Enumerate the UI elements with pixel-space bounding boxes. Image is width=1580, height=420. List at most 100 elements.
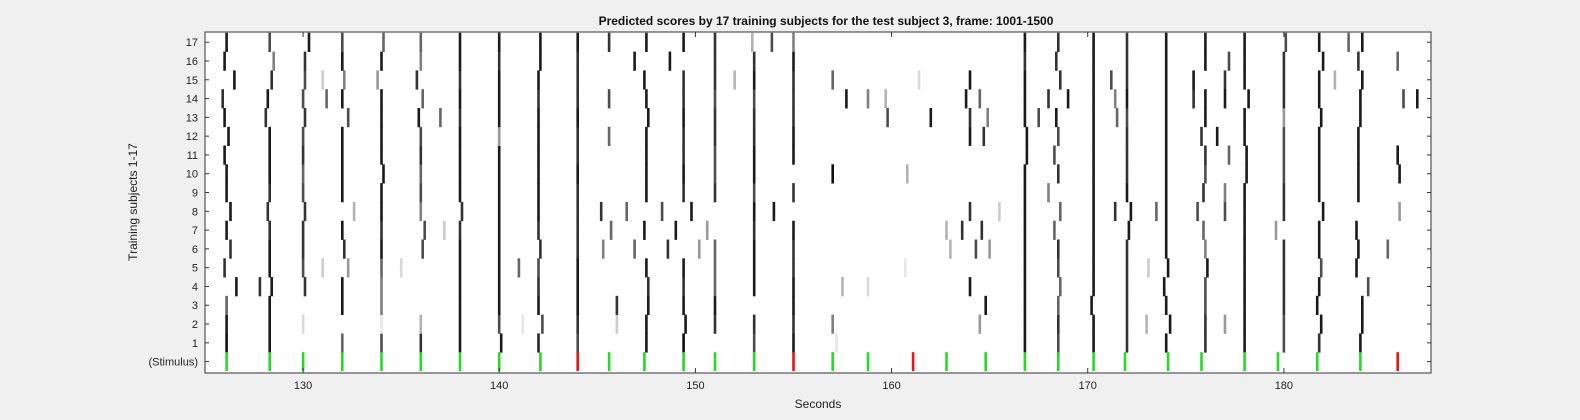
score-mark-s7-29 [1355, 220, 1358, 240]
score-mark-s2-0 [225, 314, 228, 334]
score-mark-s15-23 [1110, 70, 1113, 90]
score-mark-s15-24 [1125, 70, 1129, 90]
score-mark-s7-25 [1202, 220, 1205, 240]
stimulus-correct-mark-22 [1166, 352, 1170, 371]
score-mark-s5-13 [682, 258, 685, 278]
score-mark-s4-18 [1023, 277, 1027, 297]
score-mark-s13-7 [458, 108, 462, 128]
score-mark-s1-22 [1317, 333, 1321, 353]
x-axis: 130 140 150 160 170 180 [294, 32, 1293, 392]
score-mark-s3-23 [1361, 295, 1364, 315]
score-mark-s16-2 [303, 51, 307, 71]
score-mark-s17-2 [307, 32, 311, 52]
score-mark-s4-11 [682, 277, 685, 297]
score-mark-s7-13 [674, 220, 678, 240]
score-mark-s1-19 [1204, 333, 1207, 353]
score-mark-s16-0 [223, 51, 226, 71]
score-mark-s4-20 [1092, 277, 1095, 297]
score-mark-s7-23 [1127, 220, 1131, 240]
score-mark-s14-26 [1113, 89, 1117, 109]
score-mark-s16-10 [633, 51, 636, 71]
score-mark-s10-20 [1164, 164, 1168, 184]
score-mark-s2-5 [458, 314, 462, 334]
score-mark-s15-11 [643, 70, 646, 90]
score-mark-s13-19 [986, 108, 989, 128]
score-mark-s12-21 [1125, 126, 1129, 146]
score-mark-s3-10 [682, 295, 685, 315]
score-mark-s15-21 [1059, 70, 1062, 90]
score-mark-s6-21 [1057, 239, 1060, 259]
score-mark-s8-28 [1282, 201, 1286, 222]
score-mark-s3-4 [458, 295, 462, 315]
score-mark-s13-18 [968, 108, 972, 128]
score-mark-s7-11 [609, 220, 613, 240]
score-mark-s14-5 [380, 89, 383, 109]
score-mark-s2-22 [1145, 314, 1148, 334]
score-mark-s11-13 [752, 145, 756, 165]
score-mark-s15-30 [1317, 70, 1321, 90]
score-mark-s12-15 [792, 126, 795, 146]
score-mark-s9-17 [1092, 183, 1095, 203]
score-mark-s2-16 [831, 314, 834, 334]
score-mark-s13-12 [682, 108, 685, 128]
score-mark-s5-16 [792, 258, 795, 278]
score-mark-s11-20 [1204, 145, 1207, 165]
score-mark-s2-18 [1023, 314, 1027, 334]
score-mark-s13-25 [1125, 108, 1129, 128]
y-tick-label-6: 6 [192, 244, 198, 256]
score-mark-s6-7 [497, 239, 501, 259]
score-mark-s7-26 [1243, 220, 1246, 240]
score-mark-s5-25 [1243, 258, 1246, 278]
score-mark-s9-18 [1125, 183, 1129, 203]
score-mark-s15-29 [1282, 70, 1286, 90]
score-mark-s17-13 [713, 32, 717, 52]
score-mark-s16-5 [419, 51, 423, 71]
score-mark-s8-18 [1023, 201, 1027, 222]
score-mark-s5-0 [223, 258, 226, 278]
score-mark-s15-10 [576, 70, 579, 90]
score-mark-s7-5 [423, 220, 426, 240]
score-mark-s10-1 [268, 164, 271, 184]
stimulus-error-mark-1 [792, 352, 795, 371]
score-mark-s4-27 [1366, 277, 1370, 297]
score-mark-s6-23 [1125, 239, 1129, 259]
score-mark-s16-17 [1092, 51, 1095, 71]
score-mark-s5-21 [1125, 258, 1129, 278]
stimulus-correct-mark-8 [539, 352, 542, 371]
score-mark-s15-13 [713, 70, 717, 90]
stimulus-correct-mark-11 [682, 352, 685, 371]
score-mark-s13-16 [886, 108, 889, 128]
score-mark-s6-1 [268, 239, 271, 259]
score-mark-s1-0 [225, 333, 228, 353]
score-mark-s7-19 [980, 220, 984, 240]
chart-title: Predicted scores by 17 training subjects… [599, 14, 1054, 28]
score-mark-s15-20 [1023, 70, 1027, 90]
score-mark-s15-26 [1192, 70, 1195, 90]
score-mark-s9-20 [1202, 183, 1205, 203]
score-mark-s13-4 [380, 108, 383, 128]
score-mark-s9-5 [419, 183, 423, 203]
score-mark-s17-22 [1204, 32, 1207, 52]
stimulus-correct-mark-1 [268, 352, 271, 371]
score-mark-s12-23 [1200, 126, 1203, 146]
score-mark-s16-14 [792, 51, 795, 71]
score-mark-s17-15 [770, 32, 774, 52]
score-mark-s11-3 [341, 145, 344, 165]
score-mark-s17-9 [576, 32, 579, 52]
score-mark-s12-17 [982, 126, 986, 146]
score-mark-s14-37 [1416, 89, 1419, 109]
score-mark-s15-19 [968, 70, 972, 90]
score-mark-s10-22 [1245, 164, 1248, 184]
score-mark-s15-16 [792, 70, 795, 90]
score-mark-s6-13 [698, 239, 701, 259]
score-mark-s13-31 [1359, 108, 1362, 128]
score-mark-s6-29 [1357, 239, 1360, 259]
score-mark-s7-7 [458, 220, 462, 240]
score-mark-s3-6 [537, 295, 540, 315]
score-mark-s4-13 [752, 277, 756, 297]
stimulus-correct-mark-9 [607, 352, 611, 371]
score-mark-s17-26 [1347, 32, 1350, 52]
score-mark-s13-2 [303, 108, 307, 128]
score-mark-s5-4 [346, 258, 350, 278]
score-mark-s13-3 [346, 108, 350, 128]
